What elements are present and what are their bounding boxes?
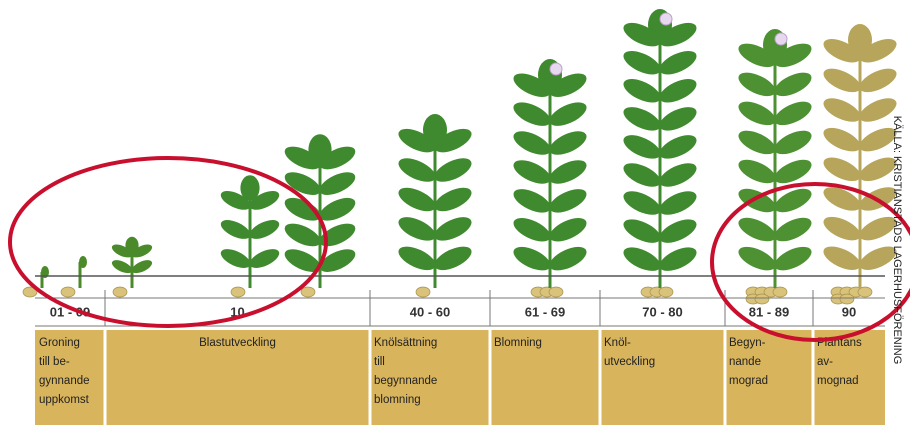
flower: [550, 63, 562, 75]
stage-name: nande: [729, 356, 761, 368]
stage-name: Groning: [39, 337, 80, 349]
tuber: [416, 287, 430, 297]
stage-code: 70 - 80: [642, 304, 682, 319]
stage-code: 90: [842, 304, 856, 319]
tuber: [61, 287, 75, 297]
stage-name: Blomning: [494, 337, 542, 349]
stage-name: Begyn-: [729, 337, 766, 349]
stage-name: utveckling: [604, 356, 655, 368]
tuber: [301, 287, 315, 297]
tuber: [549, 287, 563, 297]
stage-name: Knölsättning: [374, 337, 437, 349]
stage-code: 61 - 69: [525, 304, 565, 319]
tuber: [659, 287, 673, 297]
tuber: [773, 287, 787, 297]
tuber: [113, 287, 127, 297]
flower: [775, 33, 787, 45]
flower: [660, 13, 672, 25]
stage-name: Blastutveckling: [199, 337, 276, 349]
credit: KÄLLA: KRISTIANSTADS LAGERHUSFÖRENING: [891, 116, 903, 365]
leaf: [308, 134, 331, 165]
tuber: [840, 294, 854, 304]
leaf: [79, 256, 87, 268]
leaf: [125, 237, 138, 255]
stage-name: begynnande: [374, 375, 437, 387]
stage-name: gynnande: [39, 375, 90, 387]
stage-code: 81 - 89: [749, 304, 789, 319]
leaf: [848, 24, 872, 56]
stage-name: till be-: [39, 356, 70, 368]
tuber: [858, 287, 872, 297]
stage-name: Knöl-: [604, 337, 631, 349]
stage-name: av-: [817, 356, 833, 368]
stage-name: mograd: [729, 375, 768, 387]
tuber: [231, 287, 245, 297]
leaf: [240, 175, 259, 201]
stage-name: blomning: [374, 394, 421, 406]
tuber: [755, 294, 769, 304]
stage-code: 40 - 60: [410, 304, 450, 319]
growth-stages-diagram: 01 - 09Groningtill be-gynnandeuppkomst10…: [0, 0, 910, 425]
stage-name: uppkomst: [39, 394, 90, 406]
stage-name: till: [374, 356, 385, 368]
leaf: [423, 114, 447, 146]
stage-name: mognad: [817, 375, 859, 387]
